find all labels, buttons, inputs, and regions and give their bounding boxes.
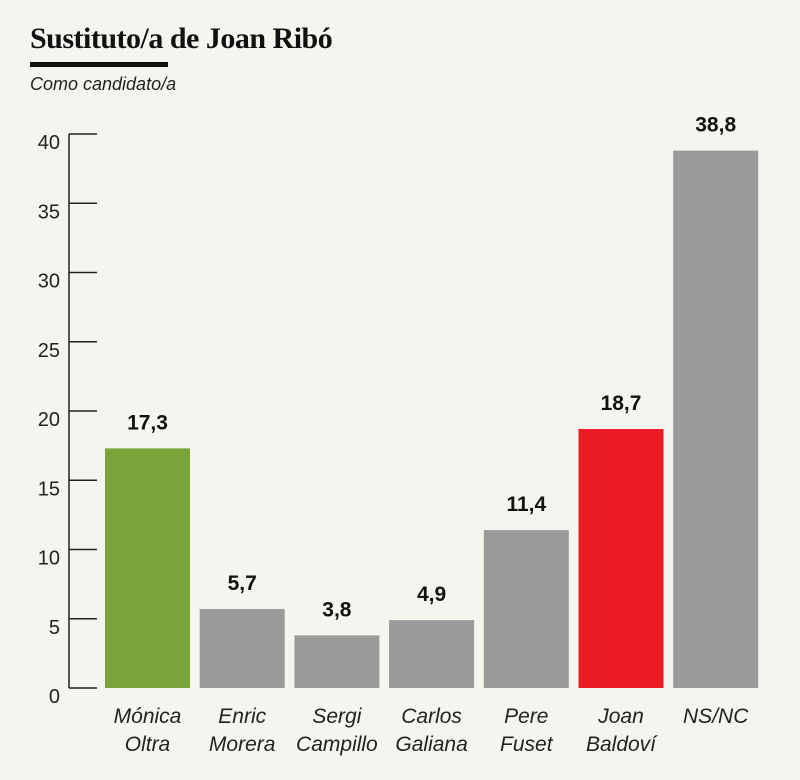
- bar: [105, 448, 190, 688]
- bar-value-label: 3,8: [322, 598, 352, 621]
- y-tick-label: 40: [38, 132, 60, 154]
- x-category-label: Sergi Campillo: [296, 705, 378, 756]
- value-labels: 17,3 5,7 3,8 4,9 11,4 18,7 38,8: [127, 114, 736, 622]
- bar-value-label: 38,8: [695, 114, 736, 137]
- y-axis: 0 5 10 15 20 25 30 35 40: [38, 132, 97, 708]
- y-tick-label: 35: [38, 201, 60, 223]
- bar: [294, 635, 380, 688]
- category-labels: Mónica Oltra Enric Morera Sergi Campillo Carlo…: [114, 705, 750, 756]
- bar: [673, 150, 759, 688]
- chart-subtitle: Como candidato/a: [30, 74, 177, 94]
- bar: [483, 530, 569, 688]
- bar-value-label: 11,4: [506, 493, 546, 516]
- y-tick-label: 0: [49, 686, 60, 708]
- x-category-label: Pere Fuset: [500, 705, 554, 756]
- title-underline: [30, 62, 168, 67]
- x-category-label: Enric Morera: [209, 705, 276, 756]
- y-tick-label: 25: [38, 340, 60, 362]
- y-tick-label: 30: [38, 271, 60, 293]
- y-tick-label: 5: [49, 617, 60, 639]
- bar-value-label: 17,3: [127, 411, 168, 434]
- y-tick-label: 20: [38, 409, 60, 431]
- bar: [389, 620, 475, 688]
- x-category-label: Mónica Oltra: [114, 705, 182, 756]
- y-tick-label: 15: [38, 478, 60, 500]
- x-category-label: NS/NC: [683, 705, 749, 728]
- bar-value-label: 18,7: [601, 392, 642, 415]
- bars: [105, 150, 759, 688]
- bar-value-label: 5,7: [228, 572, 257, 595]
- y-tick-label: 10: [38, 548, 60, 570]
- x-category-label: Joan Baldoví: [586, 705, 658, 756]
- x-category-label: Carlos Galiana: [395, 705, 467, 756]
- chart-title: Sustituto/a de Joan Ribó: [30, 22, 333, 55]
- bar: [578, 429, 664, 688]
- bar: [199, 609, 285, 688]
- bar-value-label: 4,9: [417, 583, 446, 606]
